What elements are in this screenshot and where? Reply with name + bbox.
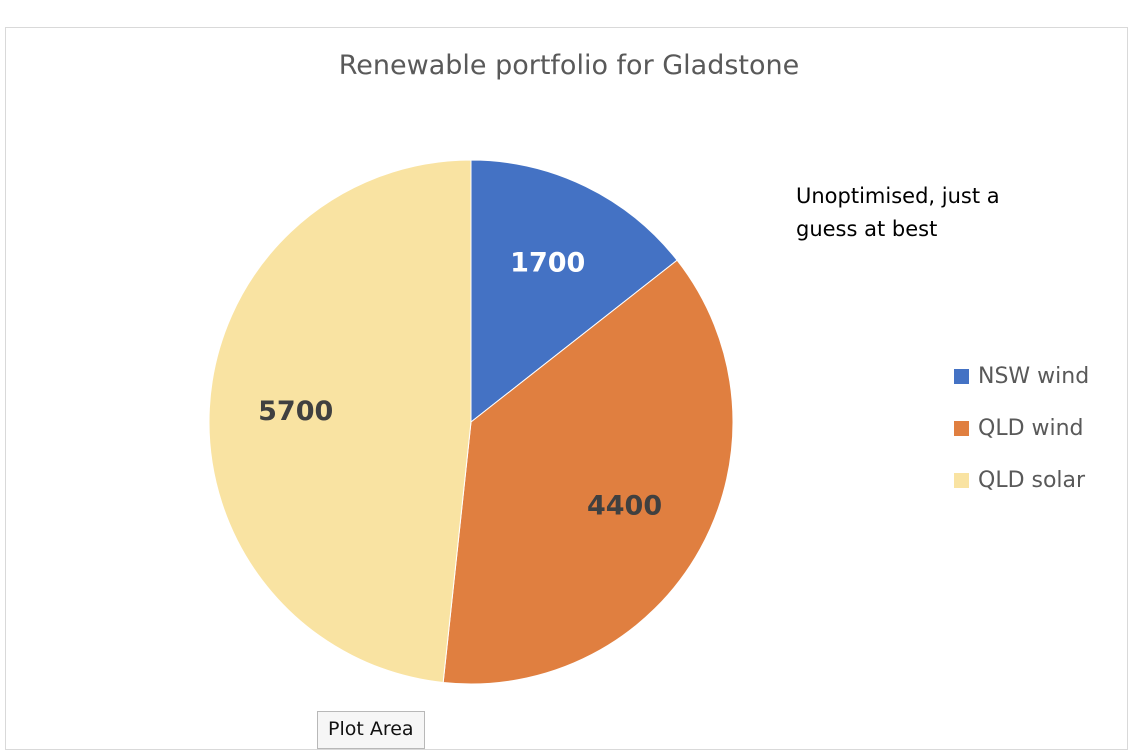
legend-label: QLD wind xyxy=(978,415,1084,441)
legend-item-qld-wind[interactable]: QLD wind xyxy=(954,402,1089,454)
legend-swatch xyxy=(954,472,969,488)
legend-item-nsw-wind[interactable]: NSW wind xyxy=(954,350,1089,402)
chart-annotation: Unoptimised, just a guess at best xyxy=(796,184,1000,241)
legend-label: NSW wind xyxy=(978,363,1090,389)
data-label-qld-wind[interactable]: 4400 xyxy=(587,491,662,522)
plot-area-tooltip: Plot Area xyxy=(317,711,425,749)
data-label-qld-solar[interactable]: 5700 xyxy=(258,396,333,427)
legend-item-qld-solar[interactable]: QLD solar xyxy=(954,454,1089,506)
legend-swatch xyxy=(954,368,969,384)
legend-label: QLD solar xyxy=(978,467,1086,493)
data-label-nsw-wind[interactable]: 1700 xyxy=(510,248,585,279)
pie-slice-qld-wind[interactable] xyxy=(442,259,734,685)
pie-slice-nsw-wind[interactable] xyxy=(470,159,678,424)
pie-slice-qld-solar[interactable] xyxy=(208,159,472,684)
chart-title: Renewable portfolio for Gladstone xyxy=(338,50,800,81)
chart-legend[interactable]: NSW wind QLD wind QLD solar xyxy=(954,350,1089,506)
legend-swatch xyxy=(954,420,969,436)
